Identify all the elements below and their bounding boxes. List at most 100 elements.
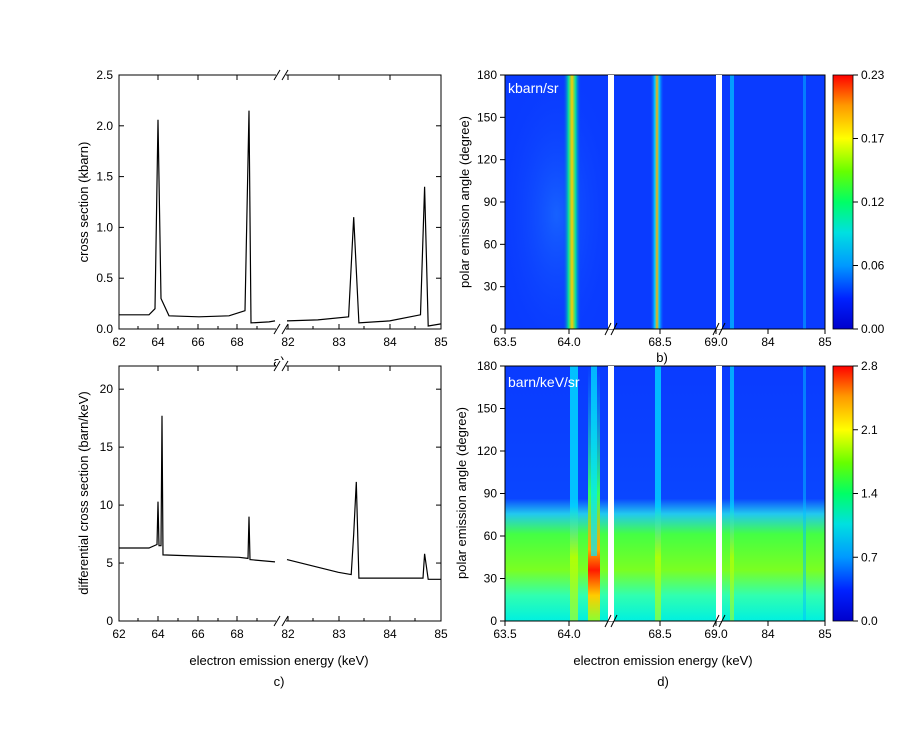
- y-tick-label: 1.5: [96, 170, 113, 184]
- y-tick-label: 30: [484, 572, 498, 586]
- panel-d: 63.5 64.0 68.5 69.0 84 85 0 30 60 90 120 150 180 bar…: [454, 359, 878, 689]
- x-tick-label: 64.0: [557, 627, 581, 641]
- y-tick-label: 180: [477, 68, 497, 82]
- axis-break-mark-top: [273, 360, 281, 372]
- y-tick-label: 2.5: [96, 68, 113, 82]
- panel-b-seg2: [614, 75, 716, 329]
- panel-d-peak-84.68: [803, 366, 806, 621]
- x-tick-label: 85: [818, 627, 832, 641]
- x-tick-label: 82: [281, 335, 295, 349]
- x-tick-label: 69.0: [704, 335, 728, 349]
- panel-c: 62 64 66 68 82 83 84 85 0 5 10 15 20 differential cr…: [76, 360, 448, 689]
- axis-break-mark: [712, 322, 720, 336]
- y-tick-label: 10: [100, 498, 114, 512]
- panel-b-peak-63.95: [563, 75, 581, 329]
- colorbar-tick-label: 0.06: [861, 259, 885, 273]
- panel-d-axes: 63.5 64.0 68.5 69.0 84 85 0 30 60 90 120 150 180: [477, 359, 832, 641]
- panel-a-series-line: [119, 110, 441, 327]
- axis-break-mark: [281, 615, 289, 627]
- x-tick-label: 63.5: [493, 627, 517, 641]
- x-tick-label: 62: [112, 627, 126, 641]
- axis-break-mark: [610, 322, 618, 336]
- y-tick-label: 60: [484, 529, 498, 543]
- panel-d-peak-63.95: [570, 366, 578, 621]
- axis-break-mark: [718, 614, 726, 628]
- panel-b-colorbar: [832, 74, 854, 330]
- axis-break-gap: [276, 323, 286, 335]
- panel-d-colorbar: [832, 365, 854, 622]
- x-tick-label: 64: [151, 627, 165, 641]
- panel-d-peak-68.5: [655, 366, 661, 621]
- x-tick-label: 64: [151, 335, 165, 349]
- axis-break-mark: [273, 615, 281, 627]
- panel-b-ylabel: polar emission angle (degree): [457, 116, 472, 288]
- panel-a-axes: 62 64 66 68 82 83 84 85 0.0 0.5 1.0 1.5 2.0 2.5: [96, 68, 448, 349]
- panel-c-axes: 62 64 66 68 82 83 84 85 0 5 10 15 20: [100, 360, 448, 641]
- x-tick-label: 82: [281, 627, 295, 641]
- y-tick-label: 150: [477, 110, 497, 124]
- axis-break-mark: [604, 614, 612, 628]
- x-tick-label: 85: [434, 627, 448, 641]
- x-tick-label: 66: [191, 335, 205, 349]
- axis-break-mark: [712, 614, 720, 628]
- y-tick-label: 0: [490, 322, 497, 336]
- axis-break-mark-top: [281, 360, 289, 372]
- panel-c-panel-label: c): [274, 674, 285, 689]
- y-tick-label: 30: [484, 280, 498, 294]
- colorbar-tick-label: 0.17: [861, 132, 885, 146]
- x-tick-label: 85: [818, 335, 832, 349]
- panel-b: 63.5 64.0 68.5 69.0 84 85 0 30 60 90 120 150 180 kba…: [457, 68, 885, 365]
- x-tick-label: 68.5: [648, 627, 672, 641]
- axis-break-gap: [276, 615, 286, 627]
- y-tick-label: 0.0: [96, 322, 113, 336]
- y-tick-label: 0.5: [96, 271, 113, 285]
- axis-break-mark: [718, 322, 726, 336]
- axis-break-mark: [610, 614, 618, 628]
- y-tick-label: 5: [106, 556, 113, 570]
- segment-gap: [608, 366, 614, 621]
- panel-a-ylabel: cross section (kbarn): [76, 142, 91, 263]
- colorbar-tick-label: 0.12: [861, 195, 885, 209]
- panel-b-peak-84.68: [803, 75, 806, 329]
- colorbar-tick-label: 0.7: [861, 550, 878, 564]
- y-tick-label: 120: [477, 444, 497, 458]
- panel-d-seg3: [722, 366, 825, 621]
- y-tick-label: 150: [477, 402, 497, 416]
- panel-b-seg3: [722, 75, 825, 329]
- y-tick-label: 60: [484, 237, 498, 251]
- segment-gap: [716, 75, 722, 329]
- panel-d-xlabel: electron emission energy (keV): [573, 653, 752, 668]
- panel-d-unit-label: barn/keV/sr: [508, 374, 580, 390]
- panel-b-seg1-glow: [505, 75, 608, 329]
- x-tick-label: 68: [230, 335, 244, 349]
- segment-gap: [608, 75, 614, 329]
- panel-d-colorbar-axis: 0.0 0.7 1.4 2.1 2.8: [853, 359, 878, 628]
- x-tick-label: 64.0: [557, 335, 581, 349]
- panel-b-colorbar-axis: 0.00 0.06 0.12 0.17 0.23: [853, 68, 885, 336]
- panel-c-xlabel: electron emission energy (keV): [189, 653, 368, 668]
- colorbar-tick-label: 2.8: [861, 359, 878, 373]
- y-tick-label: 180: [477, 359, 497, 373]
- panel-c-ylabel: differential cross section (barn/keV): [76, 391, 91, 595]
- colorbar-tick-label: 2.1: [861, 423, 878, 437]
- x-tick-label: 66: [191, 627, 205, 641]
- axis-break-mark-top: [273, 69, 281, 81]
- x-tick-label: 84: [383, 627, 397, 641]
- y-tick-label: 0: [106, 614, 113, 628]
- panel-d-peak-64.15-core: [591, 366, 597, 556]
- x-tick-label: 83: [332, 627, 346, 641]
- y-tick-label: 2.0: [96, 119, 113, 133]
- panel-c-series-line: [119, 415, 441, 580]
- axis-break-gap-top: [276, 69, 286, 81]
- panel-b-peak-68.5: [650, 75, 664, 329]
- x-tick-label: 62: [112, 335, 126, 349]
- axis-break-mark: [281, 323, 289, 335]
- segment-gap: [716, 366, 722, 621]
- y-tick-label: 20: [100, 382, 114, 396]
- panel-a: 62 64 66 68 82 83 84 85 0.0 0.5 1.0 1.5 2.0 2.5 cross…: [76, 68, 448, 369]
- x-tick-label: 85: [434, 335, 448, 349]
- colorbar-tick-label: 0.0: [861, 614, 878, 628]
- panel-d-peak-83.3: [730, 366, 734, 621]
- x-tick-label: 83: [332, 335, 346, 349]
